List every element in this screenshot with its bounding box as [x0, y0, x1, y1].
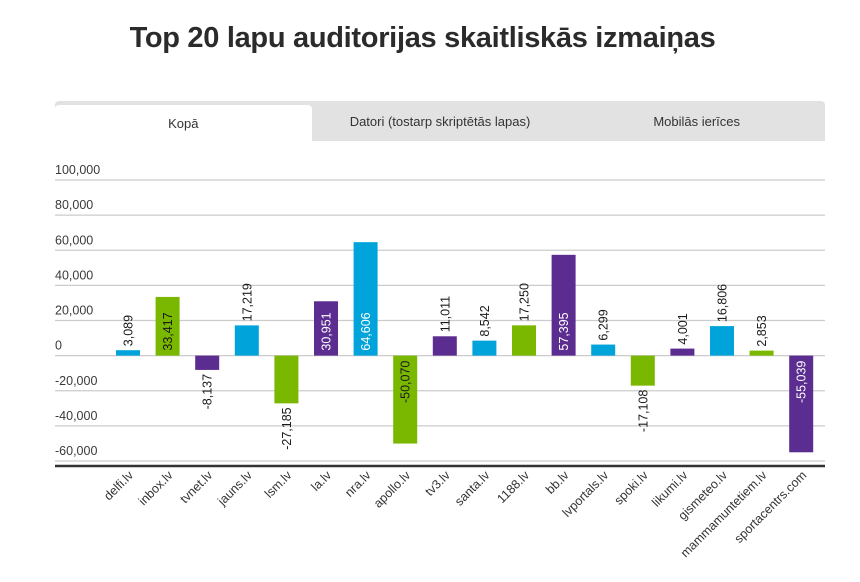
value-label: 4,001 — [676, 313, 690, 344]
tab-bar: Kopā Datori (tostarp skriptētās lapas) M… — [55, 101, 825, 141]
bar-inbox-lv[interactable] — [155, 296, 180, 356]
y-tick-label: -20,000 — [55, 374, 97, 388]
y-tick-label: -40,000 — [55, 409, 97, 423]
value-label: 30,951 — [320, 312, 334, 350]
chart-title: Top 20 lapu auditorijas skaitliskās izma… — [129, 22, 716, 54]
bar-gismeteo-lv[interactable] — [710, 326, 734, 356]
value-label: 2,853 — [755, 315, 769, 346]
x-tick-label: inbox.lv — [136, 468, 176, 508]
y-tick-label: 100,000 — [55, 163, 100, 177]
bar-nra-lv[interactable] — [353, 242, 378, 356]
bar-lsm-lv[interactable] — [274, 355, 299, 404]
bars — [116, 242, 814, 453]
x-tick-label: apollo.lv — [371, 468, 414, 511]
x-tick-label: nra.lv — [342, 468, 374, 500]
x-tick-label: delfi.lv — [101, 468, 136, 503]
x-tick-label: sportacentrs.com — [732, 468, 810, 546]
value-label: 57,395 — [557, 312, 571, 350]
bar-la-lv[interactable] — [314, 301, 338, 356]
y-tick-label: 40,000 — [55, 268, 93, 282]
x-tick-label: tv3.lv — [422, 468, 453, 499]
value-label: -8,137 — [201, 374, 215, 409]
tab-desktop[interactable]: Datori (tostarp skriptētās lapas) — [349, 114, 531, 129]
bar-jauns-lv[interactable] — [234, 325, 259, 356]
value-label: 8,542 — [478, 305, 492, 336]
y-tick-label: 60,000 — [55, 233, 93, 247]
bar-1188-lv[interactable] — [512, 325, 536, 356]
bar-likumi-lv[interactable] — [670, 348, 695, 356]
y-tick-label: -60,000 — [55, 444, 97, 458]
x-tick-label: tvnet.lv — [177, 468, 215, 506]
value-label: 33,417 — [161, 312, 175, 350]
bar-lvportals-lv[interactable] — [591, 344, 616, 356]
value-label: 64,606 — [359, 312, 373, 350]
x-tick-label: jauns.lv — [214, 468, 255, 509]
bar-delfi-lv[interactable] — [116, 350, 140, 356]
bar-santa-lv[interactable] — [472, 340, 497, 356]
value-label: 16,806 — [716, 284, 730, 322]
y-axis-ticks: 100,000 80,000 60,000 40,000 20,000 0 -20,000 -… — [55, 163, 100, 458]
x-axis-labels: delfi.lv inbox.lv tvnet.lv jauns.lv lsm.lv la… — [101, 468, 809, 560]
x-tick-label: spoki.lv — [612, 468, 652, 508]
bar-bb-lv[interactable] — [551, 254, 576, 356]
value-labels: 3,089 33,417 -8,137 17,219 -27,185 30,951 64,6… — [122, 283, 809, 450]
value-label: 11,011 — [438, 296, 452, 332]
x-tick-label: bb.lv — [543, 468, 572, 497]
value-label: 17,219 — [240, 283, 254, 321]
tab-total[interactable]: Kopā — [55, 105, 312, 141]
bar-apollo-lv[interactable] — [393, 355, 418, 444]
y-tick-label: 0 — [55, 339, 62, 353]
x-tick-label: la.lv — [308, 468, 334, 494]
value-label: -17,108 — [636, 390, 650, 432]
x-tick-label: lsm.lv — [262, 468, 295, 501]
value-label: 6,299 — [597, 309, 611, 340]
value-label: -55,039 — [795, 361, 809, 403]
bar-tvnet-lv[interactable] — [195, 355, 220, 370]
bar-mammamuntetiem-lv[interactable] — [749, 350, 774, 356]
bar-tv3-lv[interactable] — [432, 336, 457, 356]
x-tick-label: 1188.lv — [494, 468, 532, 506]
bar-sportacentrs-com[interactable] — [789, 355, 814, 453]
x-tick-label: santa.lv — [452, 468, 493, 509]
value-label: 17,250 — [518, 283, 532, 321]
gridlines — [55, 179, 825, 468]
tab-mobile[interactable]: Mobilās ierīces — [653, 114, 741, 129]
y-tick-label: 20,000 — [55, 304, 93, 318]
value-label: -50,070 — [399, 361, 413, 403]
value-label: -27,185 — [280, 407, 294, 449]
bar-spoki-lv[interactable] — [630, 355, 655, 386]
y-tick-label: 80,000 — [55, 198, 93, 212]
value-label: 3,089 — [122, 315, 136, 346]
